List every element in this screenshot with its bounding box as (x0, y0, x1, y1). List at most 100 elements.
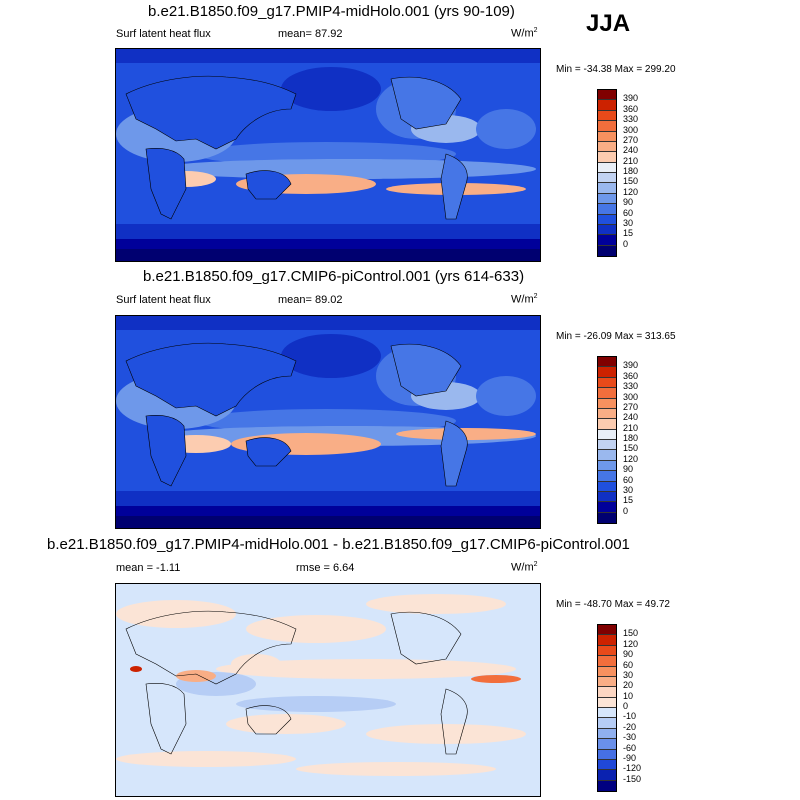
colorbar-swatch (598, 708, 616, 719)
colorbar-tick-label: 330 (623, 381, 639, 392)
colorbar-swatch (598, 450, 616, 461)
colorbar-tick-label: 30 (623, 484, 634, 495)
colorbar-tick-label: -60 (623, 742, 637, 753)
colorbar-tick-label: 270 (623, 401, 639, 412)
colorbar-swatch (598, 367, 616, 378)
colorbar-tick-label: -120 (623, 763, 642, 774)
colorbar-swatch (598, 183, 616, 194)
colorbar-swatch (598, 245, 616, 256)
colorbar-tick-label: 240 (623, 412, 639, 423)
panel-3-map (115, 583, 541, 797)
colorbar-tick-label: 150 (623, 443, 639, 454)
colorbar-swatch (598, 110, 616, 122)
colorbar-swatch (598, 481, 616, 492)
colorbar-tick-label: 10 (623, 690, 634, 701)
panel-1-colorbar (597, 89, 617, 257)
panel-3-units: W/m2 (511, 561, 538, 574)
panel-2-minmax: Min = -26.09 Max = 313.65 (556, 331, 676, 342)
colorbar-swatch (598, 728, 616, 740)
colorbar-tick-label: 120 (623, 186, 639, 197)
colorbar-tick-label: 60 (623, 659, 634, 670)
colorbar-tick-label: 330 (623, 114, 639, 125)
colorbar-swatch (598, 429, 616, 440)
colorbar-tick-label: 390 (623, 360, 639, 371)
colorbar-swatch (598, 419, 616, 430)
colorbar-swatch (598, 666, 616, 677)
colorbar-swatch (598, 759, 616, 771)
panel-3-title: b.e21.B1850.f09_g17.PMIP4-midHolo.001 - … (47, 536, 630, 553)
colorbar-tick-label: 60 (623, 474, 634, 485)
colorbar-tick-label: 270 (623, 134, 639, 145)
colorbar-swatch (598, 408, 616, 420)
colorbar-swatch (598, 749, 616, 760)
colorbar-tick-label: 210 (623, 155, 639, 166)
colorbar-swatch (598, 502, 616, 513)
colorbar-swatch (598, 388, 616, 399)
colorbar-tick-label: 90 (623, 649, 634, 660)
colorbar-swatch (598, 377, 616, 389)
colorbar-swatch (598, 204, 616, 215)
colorbar-swatch (598, 625, 616, 636)
colorbar-swatch (598, 398, 616, 409)
panel-2-colorbar (597, 356, 617, 524)
colorbar-tick-label: 0 (623, 505, 629, 516)
colorbar-tick-label: 60 (623, 207, 634, 218)
colorbar-tick-label: 15 (623, 495, 634, 506)
colorbar-tick-label: 360 (623, 370, 639, 381)
panel-2-map-field (116, 316, 540, 528)
panel-1-variable-label: Surf latent heat flux (116, 28, 211, 40)
colorbar-swatch (598, 440, 616, 451)
colorbar-swatch (598, 656, 616, 667)
colorbar-swatch (598, 739, 616, 750)
colorbar-swatch (598, 491, 616, 503)
panel-1-map (115, 48, 541, 262)
colorbar-tick-label: 30 (623, 217, 634, 228)
colorbar-tick-label: -10 (623, 711, 637, 722)
panel-1-units: W/m2 (511, 27, 538, 40)
colorbar-tick-label: 210 (623, 422, 639, 433)
colorbar-tick-label: 150 (623, 176, 639, 187)
colorbar-swatch (598, 697, 616, 708)
colorbar-tick-label: 300 (623, 124, 639, 135)
colorbar-tick-label: 180 (623, 433, 639, 443)
panel-3-map-field (116, 584, 540, 796)
colorbar-tick-label: 240 (623, 145, 639, 156)
colorbar-swatch (598, 235, 616, 246)
panel-2-title: b.e21.B1850.f09_g17.CMIP6-piControl.001 … (143, 268, 525, 285)
colorbar-tick-label: 20 (623, 680, 634, 691)
panel-1-title: b.e21.B1850.f09_g17.PMIP4-midHolo.001 (y… (148, 3, 515, 20)
colorbar-swatch (598, 224, 616, 236)
panel-2-variable-label: Surf latent heat flux (116, 294, 211, 306)
colorbar-swatch (598, 718, 616, 729)
season-label: JJA (586, 10, 631, 37)
panel-2-map (115, 315, 541, 529)
panel-3-mean-label: mean = -1.11 (116, 562, 181, 574)
colorbar-swatch (598, 676, 616, 688)
panel-3-minmax: Min = -48.70 Max = 49.72 (556, 599, 670, 610)
colorbar-swatch (598, 645, 616, 657)
colorbar-tick-label: 150 (623, 628, 639, 639)
colorbar-swatch (598, 357, 616, 368)
colorbar-tick-label: 120 (623, 638, 639, 649)
colorbar-tick-label: 30 (623, 669, 634, 680)
colorbar-tick-label: -20 (623, 721, 637, 732)
panel-1-minmax: Min = -34.38 Max = 299.20 (556, 64, 676, 75)
panel-2-units: W/m2 (511, 293, 538, 306)
colorbar-swatch (598, 141, 616, 153)
colorbar-swatch (598, 770, 616, 781)
colorbar-swatch (598, 687, 616, 698)
colorbar-swatch (598, 460, 616, 472)
colorbar-swatch (598, 173, 616, 184)
colorbar-tick-label: -90 (623, 752, 637, 763)
colorbar-swatch (598, 512, 616, 523)
colorbar-tick-label: -30 (623, 732, 637, 743)
colorbar-tick-label: 0 (623, 238, 629, 249)
colorbar-tick-label: 0 (623, 701, 629, 711)
colorbar-tick-label: 120 (623, 453, 639, 464)
colorbar-swatch (598, 131, 616, 142)
colorbar-tick-label: 300 (623, 391, 639, 402)
colorbar-swatch (598, 780, 616, 791)
colorbar-swatch (598, 214, 616, 225)
colorbar-tick-label: 15 (623, 228, 634, 239)
colorbar-swatch (598, 121, 616, 132)
